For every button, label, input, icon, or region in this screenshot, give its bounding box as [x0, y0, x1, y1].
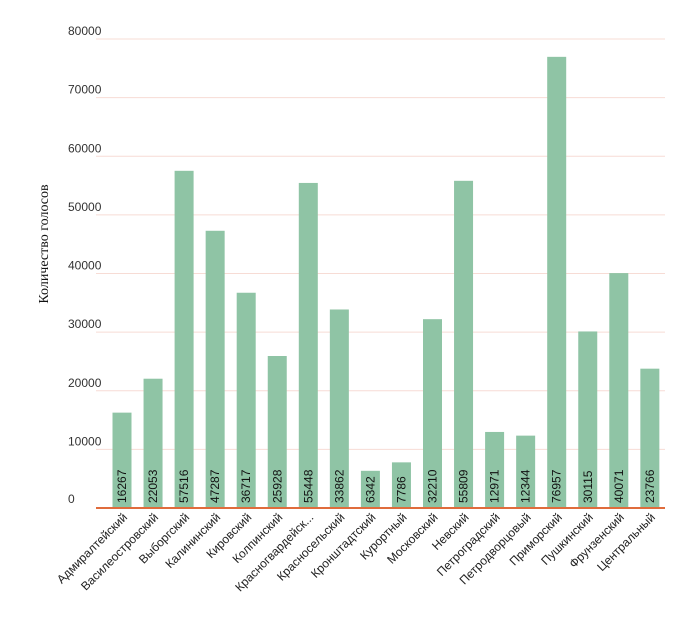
bar	[205, 230, 225, 508]
y-tick-label: 30000	[68, 317, 102, 331]
bar	[236, 292, 256, 508]
x-axis-labels: АдмиралтейскийВасилеостровскийВыборгский…	[54, 510, 658, 594]
bar	[454, 180, 474, 508]
bar-value-label: 6342	[363, 476, 377, 503]
y-axis-title: Количество голосов	[37, 184, 52, 304]
y-tick-label: 0	[68, 492, 75, 506]
bar-value-label: 55448	[301, 469, 315, 503]
bar	[423, 319, 442, 508]
bar-value-label: 12344	[519, 469, 533, 503]
y-tick-label: 40000	[68, 259, 102, 273]
bar-value-label: 30115	[581, 470, 595, 503]
bar-value-label: 40071	[612, 469, 626, 503]
bar-value-label: 57516	[177, 469, 191, 503]
y-tick-label: 60000	[68, 141, 102, 155]
bar-value-labels: 16267 22053 57516 47287 36717 25928 55448 33862…	[115, 469, 657, 503]
bar-value-label: 22053	[146, 469, 160, 503]
y-tick-label: 80000	[68, 24, 102, 38]
y-tick-label: 70000	[68, 83, 102, 97]
bar-value-label: 32210	[426, 469, 440, 503]
bar	[329, 309, 349, 508]
bar	[391, 462, 411, 508]
bar-value-label: 16267	[115, 469, 129, 503]
bar-value-label: 12971	[488, 469, 502, 503]
bar-value-label: 25928	[270, 469, 284, 503]
bar	[547, 56, 567, 508]
bar	[640, 368, 660, 508]
y-axis-ticks: 0 10000 20000 30000 40000 50000 60000 70000 8000…	[68, 24, 102, 506]
bar	[516, 435, 536, 508]
y-tick-label: 50000	[68, 200, 102, 214]
bar	[578, 331, 598, 508]
bar-value-label: 7786	[394, 476, 408, 503]
bar	[143, 378, 163, 508]
bar	[112, 412, 132, 508]
bar-value-label: 33862	[332, 469, 346, 503]
bar	[360, 470, 380, 508]
y-tick-label: 20000	[68, 376, 102, 390]
bar	[298, 182, 318, 508]
bar	[609, 273, 629, 508]
bar-value-label: 36717	[239, 469, 253, 503]
bar	[485, 431, 505, 508]
bar	[267, 355, 287, 508]
bar-value-label: 76957	[550, 469, 564, 503]
bar-value-label: 47287	[208, 469, 222, 503]
bar-value-label: 23766	[643, 469, 657, 503]
bars	[112, 56, 660, 509]
bar	[174, 170, 194, 509]
y-tick-label: 10000	[68, 434, 102, 448]
bar-value-label: 55809	[457, 469, 471, 503]
